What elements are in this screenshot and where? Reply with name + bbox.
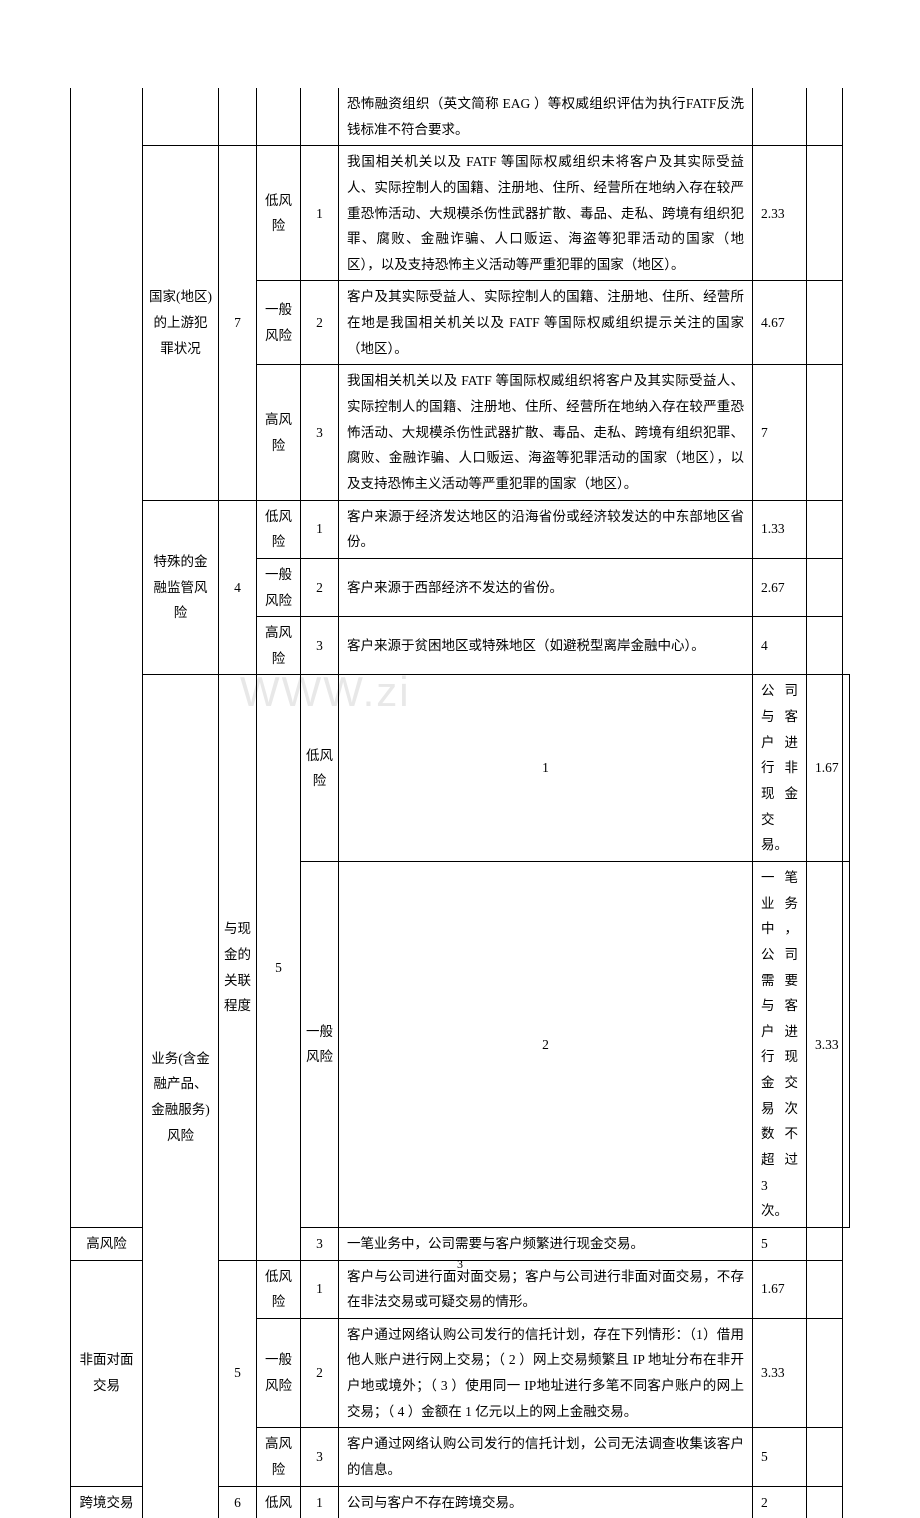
cell-c4: 高风险 xyxy=(257,617,301,675)
cell-score: 4.67 xyxy=(753,281,807,365)
cell-desc: 公司与客户进行非现金交易。 xyxy=(753,675,807,861)
cell-c3: 7 xyxy=(219,146,257,500)
cell-desc: 一笔业务中，公司需要与客户频繁进行现金交易。 xyxy=(339,1227,753,1260)
cell-c4: 低风险 xyxy=(257,1260,301,1318)
cell-desc: 客户来源于经济发达地区的沿海省份或经济较发达的中东部地区省份。 xyxy=(339,500,753,558)
cell-c4: 低风险 xyxy=(257,500,301,558)
cell-c4: 一般风险 xyxy=(257,281,301,365)
cell-desc: 我国相关机关以及 FATF 等国际权威组织未将客户及其实际受益人、实际控制人的国… xyxy=(339,146,753,281)
cell-score: 4 xyxy=(753,617,807,675)
cell-c5: 2 xyxy=(339,861,753,1227)
cell-score: 3.33 xyxy=(807,861,843,1227)
cell-c5: 1 xyxy=(301,1486,339,1518)
cell-score: 5 xyxy=(753,1428,807,1486)
cell-c4: 高风险 xyxy=(257,1428,301,1486)
cell-c5: 1 xyxy=(301,500,339,558)
cell-last xyxy=(807,1227,843,1260)
cell-desc: 我国相关机关以及 FATF 等国际权威组织将客户及其实际受益人、实际控制人的国籍… xyxy=(339,365,753,500)
cell-score: 1.33 xyxy=(753,500,807,558)
cell-c2: 非面对面交易 xyxy=(71,1260,143,1486)
table-wrap: 恐怖融资组织（英文简称 EAG ）等权威组织评估为执行FATF反洗钱标准不符合要… xyxy=(70,88,850,1518)
cell-c5: 3 xyxy=(301,365,339,500)
cell-c3: 6 xyxy=(219,1486,257,1518)
cell-c1 xyxy=(71,88,143,1227)
cell-last xyxy=(807,1486,843,1518)
cell-score: 1.67 xyxy=(807,675,843,861)
cell-c5: 2 xyxy=(301,1318,339,1428)
cell-c5: 3 xyxy=(301,617,339,675)
cell-c3: 5 xyxy=(219,1260,257,1486)
cell-last xyxy=(807,500,843,558)
cell-c2: 跨境交易 xyxy=(71,1486,143,1518)
cell-desc: 恐怖融资组织（英文简称 EAG ）等权威组织评估为执行FATF反洗钱标准不符合要… xyxy=(339,88,753,146)
cell-last xyxy=(807,365,843,500)
risk-table: 恐怖融资组织（英文简称 EAG ）等权威组织评估为执行FATF反洗钱标准不符合要… xyxy=(70,88,850,1518)
cell-desc: 客户来源于西部经济不发达的省份。 xyxy=(339,558,753,616)
cell-desc: 客户通过网络认购公司发行的信托计划，公司无法调查收集该客户的信息。 xyxy=(339,1428,753,1486)
cell-c2: 特殊的金融监管风险 xyxy=(143,500,219,675)
cell-score: 2 xyxy=(753,1486,807,1518)
page: WWW.zi 恐怖融资组织（英文简称 EAG ）等权威组织评估为执行FATF反洗… xyxy=(0,0,920,1302)
cell-c5: 3 xyxy=(301,1227,339,1260)
cell-last xyxy=(807,146,843,281)
cell-c4: 一般风险 xyxy=(301,861,339,1227)
cell-c4 xyxy=(257,88,301,146)
cell-c3: 4 xyxy=(219,500,257,675)
table-row: 特殊的金融监管风险4低风险1客户来源于经济发达地区的沿海省份或经济较发达的中东部… xyxy=(71,500,850,558)
cell-last xyxy=(807,558,843,616)
table-row: 恐怖融资组织（英文简称 EAG ）等权威组织评估为执行FATF反洗钱标准不符合要… xyxy=(71,88,850,146)
cell-last xyxy=(807,1318,843,1428)
cell-score: 3.33 xyxy=(753,1318,807,1428)
cell-c4: 高风险 xyxy=(257,365,301,500)
cell-last xyxy=(807,88,843,146)
cell-c4: 低风 xyxy=(257,1486,301,1518)
cell-c4: 一般风险 xyxy=(257,558,301,616)
cell-last xyxy=(807,281,843,365)
cell-c5 xyxy=(301,88,339,146)
cell-c5: 2 xyxy=(301,281,339,365)
cell-c5: 2 xyxy=(301,558,339,616)
table-row: 业务(含金融产品、金融服务)风险与现金的关联程度5低风险1公司与客户进行非现金交… xyxy=(71,675,850,861)
cell-score: 2.67 xyxy=(753,558,807,616)
cell-c1: 业务(含金融产品、金融服务)风险 xyxy=(143,675,219,1518)
cell-score: 5 xyxy=(753,1227,807,1260)
table-row: 国家(地区)的上游犯罪状况7低风险1我国相关机关以及 FATF 等国际权威组织未… xyxy=(71,146,850,281)
cell-desc: 客户来源于贫困地区或特殊地区（如避税型离岸金融中心）。 xyxy=(339,617,753,675)
cell-desc: 客户与公司进行面对面交易；客户与公司进行非面对面交易，不存在非法交易或可疑交易的… xyxy=(339,1260,753,1318)
cell-score: 1.67 xyxy=(753,1260,807,1318)
cell-last xyxy=(807,1428,843,1486)
cell-c2: 与现金的关联程度 xyxy=(219,675,257,1260)
cell-desc: 公司与客户不存在跨境交易。 xyxy=(339,1486,753,1518)
cell-c5: 1 xyxy=(339,675,753,861)
cell-score: 7 xyxy=(753,365,807,500)
cell-c5: 1 xyxy=(301,146,339,281)
cell-c4: 低风险 xyxy=(301,675,339,861)
cell-c5: 1 xyxy=(301,1260,339,1318)
cell-c3 xyxy=(219,88,257,146)
cell-last xyxy=(807,1260,843,1318)
cell-last xyxy=(807,617,843,675)
cell-score xyxy=(753,88,807,146)
cell-c4: 高风险 xyxy=(71,1227,143,1260)
cell-last xyxy=(843,675,850,861)
cell-c4: 一般风险 xyxy=(257,1318,301,1428)
cell-desc: 客户通过网络认购公司发行的信托计划，存在下列情形：（1）借用他人账户进行网上交易… xyxy=(339,1318,753,1428)
cell-c2 xyxy=(143,88,219,146)
cell-c5: 3 xyxy=(301,1428,339,1486)
cell-desc: 一笔业务中，公司需要与客户进行现金交易次数不超过 3 次。 xyxy=(753,861,807,1227)
cell-c2: 国家(地区)的上游犯罪状况 xyxy=(143,146,219,500)
cell-c3: 5 xyxy=(257,675,301,1260)
cell-score: 2.33 xyxy=(753,146,807,281)
cell-desc: 客户及其实际受益人、实际控制人的国籍、注册地、住所、经营所在地是我国相关机关以及… xyxy=(339,281,753,365)
cell-c4: 低风险 xyxy=(257,146,301,281)
cell-last xyxy=(843,861,850,1227)
